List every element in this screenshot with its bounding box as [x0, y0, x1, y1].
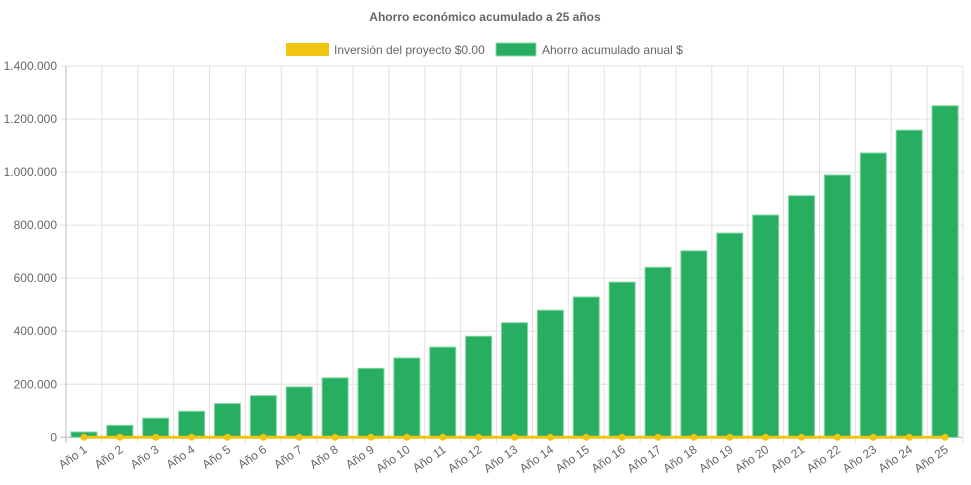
bar-año-4[interactable] — [178, 410, 206, 438]
legend-swatch-investment — [286, 43, 329, 56]
investment-point[interactable] — [654, 433, 662, 441]
investment-point[interactable] — [726, 433, 734, 441]
x-tick-label: Año 8 — [307, 442, 341, 472]
x-tick-label: Año 13 — [481, 442, 520, 475]
y-tick-label: 0 — [50, 430, 57, 444]
investment-point[interactable] — [798, 433, 806, 441]
bar-año-7[interactable] — [285, 386, 313, 438]
bar-año-10[interactable] — [393, 357, 421, 438]
x-tick-label: Año 15 — [553, 442, 592, 475]
bar-año-19[interactable] — [716, 232, 744, 438]
investment-point[interactable] — [475, 433, 483, 441]
bar-año-11[interactable] — [429, 346, 457, 438]
investment-point[interactable] — [618, 433, 626, 441]
bar-año-14[interactable] — [536, 309, 564, 438]
y-tick-label: 1.200.000 — [4, 112, 58, 126]
investment-point[interactable] — [511, 433, 518, 441]
x-tick-label: Año 24 — [876, 442, 915, 475]
investment-point[interactable] — [152, 433, 160, 441]
y-tick-label: 200.000 — [14, 377, 58, 391]
x-tick-label: Año 4 — [164, 442, 198, 472]
bar-año-6[interactable] — [249, 395, 277, 438]
investment-point[interactable] — [941, 433, 949, 441]
bar-año-22[interactable] — [823, 174, 851, 438]
investment-point[interactable] — [403, 433, 411, 441]
x-tick-label: Año 6 — [235, 442, 269, 472]
y-tick-label: 1.000.000 — [4, 165, 58, 179]
bar-año-25[interactable] — [931, 105, 959, 438]
investment-point[interactable] — [762, 433, 770, 441]
x-tick-label: Año 2 — [92, 442, 126, 472]
bar-año-13[interactable] — [501, 322, 528, 438]
legend: Inversión del proyecto $0.00 Ahorro acum… — [286, 42, 683, 57]
x-tick-label: Año 23 — [840, 442, 879, 475]
investment-point[interactable] — [367, 433, 375, 441]
bars — [70, 105, 959, 438]
x-tick-label: Año 1 — [56, 442, 90, 472]
bar-año-21[interactable] — [788, 195, 816, 438]
x-tick-label: Año 9 — [343, 442, 377, 472]
x-tick-label: Año 18 — [660, 442, 699, 475]
bar-año-23[interactable] — [859, 152, 887, 438]
x-axis: Año 1 Año 2 Año 3 Año 4 Año 5 Año 6 Año 7 Año 8… — [56, 442, 951, 475]
x-tick-label: Año 17 — [625, 442, 664, 475]
bar-año-15[interactable] — [572, 296, 600, 438]
legend-item-savings[interactable]: Ahorro acumulado anual $ — [495, 42, 683, 57]
x-tick-label: Año 25 — [912, 442, 951, 475]
investment-point[interactable] — [546, 433, 554, 441]
bar-año-8[interactable] — [321, 377, 349, 438]
x-tick-label: Año 20 — [732, 442, 771, 475]
legend-swatch-savings — [495, 42, 537, 57]
investment-point[interactable] — [188, 433, 196, 441]
bar-año-12[interactable] — [465, 335, 493, 438]
y-tick-label: 400.000 — [14, 324, 58, 338]
legend-label-investment: Inversión del proyecto $0.00 — [334, 43, 485, 57]
investment-point[interactable] — [439, 433, 447, 441]
investment-point[interactable] — [905, 433, 913, 441]
grid — [60, 65, 964, 444]
x-tick-label: Año 16 — [589, 442, 628, 475]
x-tick-label: Año 21 — [768, 442, 807, 475]
legend-item-investment[interactable]: Inversión del proyecto $0.00 — [286, 43, 485, 57]
x-tick-label: Año 12 — [445, 442, 484, 475]
x-tick-label: Año 19 — [696, 442, 735, 475]
investment-point[interactable] — [295, 433, 303, 441]
investment-point[interactable] — [833, 433, 841, 441]
investment-point[interactable] — [259, 433, 267, 441]
x-tick-label: Año 10 — [373, 442, 412, 475]
legend-label-savings: Ahorro acumulado anual $ — [542, 43, 683, 57]
x-tick-label: Año 14 — [517, 442, 556, 475]
chart-title: Ahorro económico acumulado a 25 años — [369, 10, 601, 24]
x-tick-label: Año 5 — [199, 442, 233, 472]
y-tick-label: 800.000 — [14, 218, 58, 232]
investment-point[interactable] — [869, 433, 877, 441]
investment-point[interactable] — [331, 433, 339, 441]
y-axis: 0 200.000 400.000 600.000 800.000 1.000.000 1.… — [4, 59, 58, 444]
investment-point[interactable] — [582, 433, 590, 441]
x-tick-label: Año 11 — [410, 442, 449, 475]
investment-point[interactable] — [80, 433, 88, 441]
bar-año-17[interactable] — [644, 266, 672, 438]
bar-año-9[interactable] — [357, 367, 385, 438]
bar-año-5[interactable] — [213, 403, 241, 438]
y-tick-label: 600.000 — [14, 271, 58, 285]
investment-point[interactable] — [690, 433, 698, 441]
x-tick-label: Año 3 — [128, 442, 162, 472]
bar-año-24[interactable] — [895, 129, 923, 438]
bar-año-18[interactable] — [680, 250, 708, 438]
y-tick-label: 1.400.000 — [4, 59, 58, 73]
investment-point[interactable] — [116, 433, 124, 441]
x-tick-label: Año 7 — [271, 442, 305, 472]
x-tick-label: Año 22 — [804, 442, 843, 475]
investment-line — [80, 433, 949, 441]
investment-point[interactable] — [223, 433, 231, 441]
bar-año-16[interactable] — [608, 281, 636, 438]
bar-año-20[interactable] — [752, 214, 780, 438]
